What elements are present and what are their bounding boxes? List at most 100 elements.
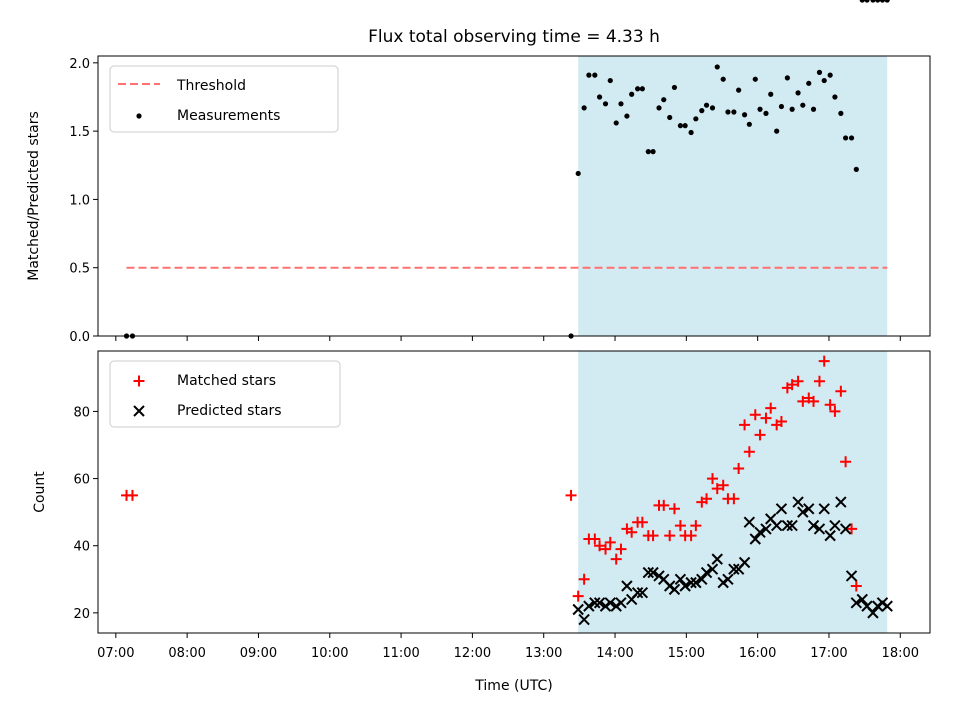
predicted-star-point	[668, 583, 681, 596]
measurement-point	[800, 102, 806, 108]
measurement-point	[667, 114, 673, 121]
predicted-star-point	[881, 600, 893, 612]
measurement-point	[677, 123, 684, 129]
matched-star-point	[594, 540, 606, 552]
matched-star-point	[690, 520, 702, 532]
predicted-star-point	[728, 563, 740, 575]
predicted-star-point	[807, 519, 820, 532]
predicted-star-point	[572, 603, 584, 616]
matched-star-point	[765, 402, 777, 414]
measurement-point	[821, 77, 827, 84]
matched-star-point	[760, 412, 772, 424]
predicted-star-point	[706, 563, 719, 575]
matched-star-point	[797, 395, 809, 407]
measurement-point	[720, 76, 726, 82]
x-tick-label: 09:00	[240, 646, 277, 661]
bottom-y-tick-label: 20	[73, 607, 90, 622]
predicted-star-point	[743, 516, 756, 528]
matched-star-point	[626, 526, 638, 538]
measurement-point	[731, 109, 737, 115]
bottom-axes-frame	[97, 350, 931, 634]
matched-star-point	[565, 489, 577, 501]
measurement-point	[736, 87, 742, 93]
measurement-point	[746, 121, 752, 127]
measurement-point	[709, 105, 716, 111]
predicted-star-point	[631, 587, 644, 599]
measurement-point	[763, 110, 769, 116]
predicted-star-point	[792, 496, 804, 508]
measurement-point	[838, 110, 844, 116]
matched-star-point	[711, 483, 723, 495]
legend-label: Predicted stars	[177, 403, 282, 419]
x-axis-label: Time (UTC)	[474, 678, 552, 694]
predicted-star-point	[722, 573, 734, 585]
matched-star-point	[739, 419, 751, 431]
predicted-star-point	[711, 553, 723, 565]
top-y-tick-label: 0.0	[69, 330, 90, 345]
predicted-star-point	[775, 503, 788, 515]
measurement-point	[656, 105, 662, 111]
top-observing-window	[578, 56, 888, 336]
measurement-point	[629, 91, 635, 97]
matched-star-point	[829, 405, 841, 417]
matched-star-point	[840, 456, 852, 468]
top-legend: Threshold Measurements	[109, 65, 339, 133]
predicted-star-point	[636, 587, 649, 599]
bottom-observing-window	[578, 351, 888, 633]
measurement-point	[859, 0, 865, 3]
measurement-point	[592, 72, 598, 78]
measurement-point	[624, 113, 630, 119]
matched-star-point	[846, 523, 858, 535]
predicted-star-point	[685, 576, 697, 589]
predicted-star-point	[803, 503, 815, 515]
top-axes-frame	[97, 55, 931, 337]
bottom-legend: Matched stars Predicted stars	[109, 360, 341, 428]
matched-star-point	[572, 590, 584, 602]
matched-star-point	[743, 446, 755, 458]
matched-star-point	[835, 385, 847, 397]
top-legend-box	[109, 65, 339, 133]
predicted-star-point	[578, 613, 590, 626]
measurement-point	[661, 97, 667, 103]
matched-star-point	[706, 473, 718, 485]
measurement-point	[752, 76, 758, 82]
measurement-point	[843, 135, 849, 141]
measurement-point	[827, 72, 833, 78]
x-tick-label: 14:00	[596, 646, 633, 661]
matched-star-point	[578, 573, 590, 585]
top-y-tick-label: 1.0	[69, 193, 90, 208]
matched-star-point	[728, 493, 740, 505]
chart-title: Flux total observing time = 4.33 h	[368, 27, 660, 47]
predicted-star-point	[839, 523, 852, 535]
bottom-y-tick-label: 40	[73, 540, 90, 555]
x-tick-label: 16:00	[739, 646, 776, 661]
measurement-point	[870, 0, 876, 3]
measurement-point	[864, 0, 870, 3]
matched-star-point	[126, 489, 138, 501]
measurement-point	[806, 80, 812, 86]
measurement-point	[816, 69, 823, 75]
predicted-star-point	[615, 597, 627, 609]
x-tick-label: 08:00	[168, 646, 205, 661]
measurement-point	[613, 120, 619, 126]
matched-star-point	[813, 375, 825, 387]
matched-star-point	[674, 520, 686, 532]
measurement-point	[810, 106, 817, 112]
predicted-star-point	[647, 566, 659, 579]
x-tick-label: 17:00	[810, 646, 847, 661]
measurement-point	[581, 105, 587, 111]
matched-star-point	[701, 493, 713, 505]
predicted-star-point	[589, 597, 601, 609]
predicted-star-point	[781, 519, 794, 532]
matched-star-point	[615, 543, 627, 555]
predicted-star-point	[824, 529, 836, 542]
predicted-star-point	[642, 566, 655, 579]
predicted-star-point	[818, 503, 830, 515]
predicted-star-point	[786, 519, 798, 532]
measurement-point	[602, 101, 609, 107]
matched-star-point	[589, 533, 601, 545]
top-panel: 0.0 0.5 1.0 1.5 2.0 Matched/Predicted stars Th…	[26, 0, 931, 345]
measurement-point	[832, 94, 838, 100]
top-y-axis-label: Matched/Predicted stars	[26, 111, 42, 281]
